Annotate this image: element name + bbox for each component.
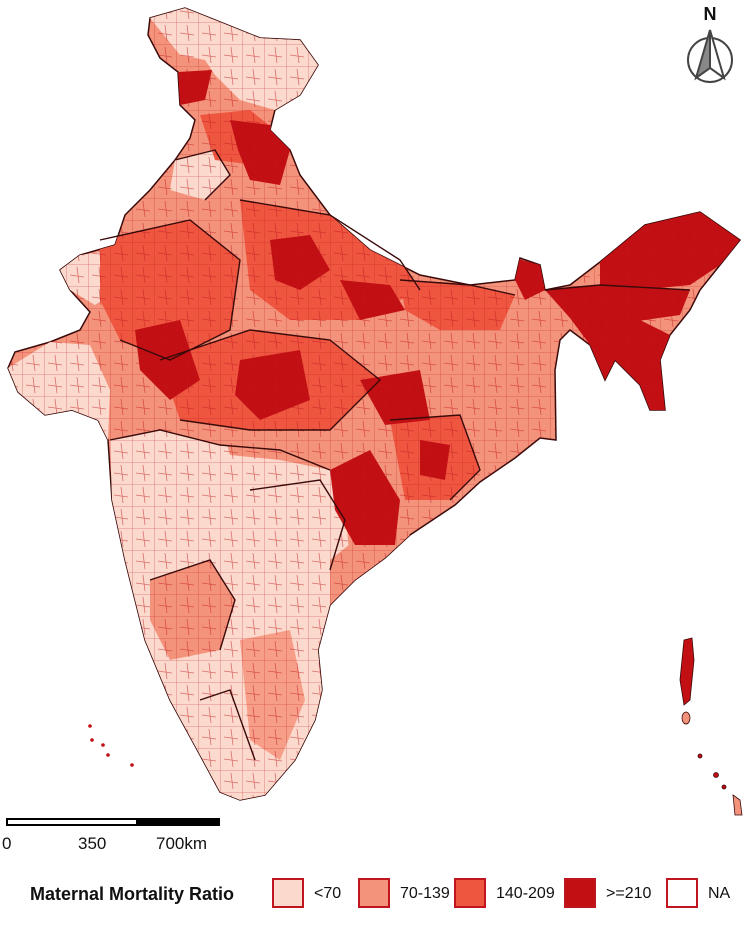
legend-swatch — [272, 878, 304, 908]
scale-tick-0: 0 — [2, 834, 12, 853]
north-arrow-group: N — [680, 4, 740, 88]
legend-label: >=210 — [606, 885, 652, 902]
legend-swatch — [666, 878, 698, 908]
legend-label: 140-209 — [496, 885, 555, 902]
andaman-nicobar-islands — [679, 637, 743, 816]
legend: Maternal Mortality Ratio <70 70-139 140-… — [30, 876, 740, 916]
legend-swatch — [454, 878, 486, 908]
scale-segment-white — [6, 818, 138, 826]
district-fills — [8, 8, 740, 800]
legend-label: 70-139 — [400, 885, 450, 902]
legend-label: NA — [708, 885, 731, 902]
scale-segment-black — [136, 818, 220, 826]
scale-tick-350: 350 — [78, 834, 107, 853]
lakshadweep-islands — [88, 724, 134, 767]
legend-title: Maternal Mortality Ratio — [30, 884, 235, 904]
legend-swatch — [564, 878, 596, 908]
legend-label: <70 — [314, 885, 342, 902]
state-borders — [99, 149, 691, 761]
north-label: N — [703, 4, 717, 24]
scale-tick-700km: 700km — [156, 834, 208, 853]
north-arrow-icon — [687, 29, 733, 83]
legend-swatch — [358, 878, 390, 908]
scale-bar: 0 350 700km — [2, 818, 226, 858]
